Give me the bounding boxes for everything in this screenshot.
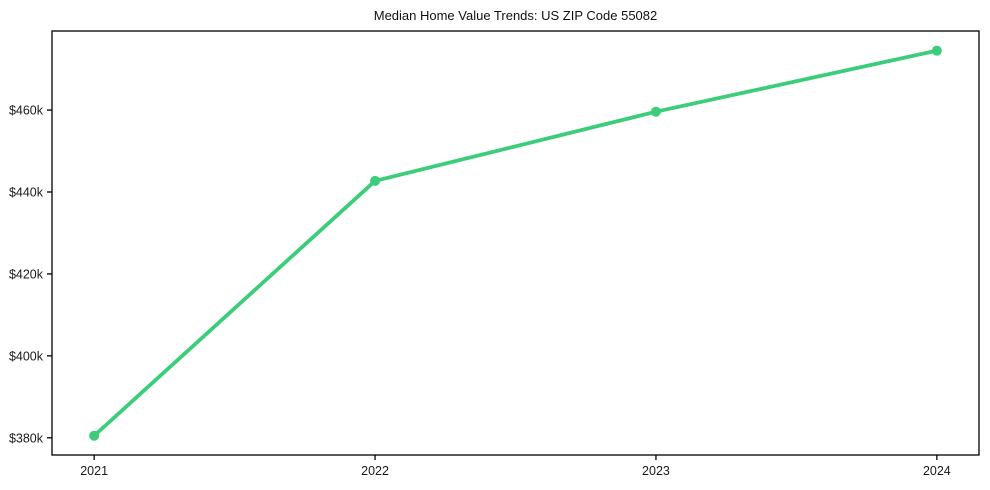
- y-axis-tick-label: $440k: [9, 185, 44, 199]
- y-axis-tick-label: $460k: [9, 104, 44, 118]
- y-axis-tick-label: $380k: [9, 431, 44, 445]
- x-axis-tick-label: 2023: [642, 464, 670, 478]
- y-axis-tick-label: $400k: [9, 349, 44, 363]
- data-point-marker: [931, 45, 942, 56]
- plot-border: [51, 30, 980, 456]
- x-axis-tick-label: 2022: [361, 464, 389, 478]
- trend-line: [92, 48, 939, 438]
- data-point-marker: [89, 430, 100, 441]
- data-point-marker: [650, 106, 661, 117]
- chart-title: Median Home Value Trends: US ZIP Code 55…: [373, 8, 658, 23]
- x-axis-tick-label: 2021: [80, 464, 108, 478]
- data-point-marker: [370, 175, 381, 186]
- y-axis-tick-label: $420k: [9, 267, 44, 281]
- x-axis-tick-label: 2024: [923, 464, 951, 478]
